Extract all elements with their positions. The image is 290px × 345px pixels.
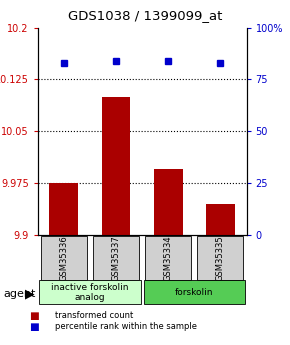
Bar — [93, 236, 139, 280]
Bar — [39, 280, 141, 304]
Text: agent: agent — [3, 289, 35, 299]
Text: GSM35337: GSM35337 — [111, 235, 121, 281]
Text: ■: ■ — [29, 311, 39, 321]
Bar — [102, 97, 130, 235]
Bar — [41, 236, 87, 280]
Text: GSM35335: GSM35335 — [216, 235, 225, 281]
Text: forskolin: forskolin — [175, 288, 213, 297]
Bar — [197, 236, 243, 280]
Bar — [154, 169, 183, 235]
Text: GSM35334: GSM35334 — [164, 235, 173, 281]
Text: GDS1038 / 1399099_at: GDS1038 / 1399099_at — [68, 9, 222, 22]
Text: transformed count: transformed count — [55, 311, 133, 320]
Text: GSM35336: GSM35336 — [59, 235, 68, 281]
Bar — [145, 236, 191, 280]
Text: ▶: ▶ — [25, 287, 34, 300]
Text: inactive forskolin
analog: inactive forskolin analog — [51, 283, 129, 302]
Bar — [206, 204, 235, 235]
Text: percentile rank within the sample: percentile rank within the sample — [55, 322, 197, 331]
Text: ■: ■ — [29, 322, 39, 332]
Bar — [144, 280, 245, 304]
Bar — [49, 183, 78, 235]
